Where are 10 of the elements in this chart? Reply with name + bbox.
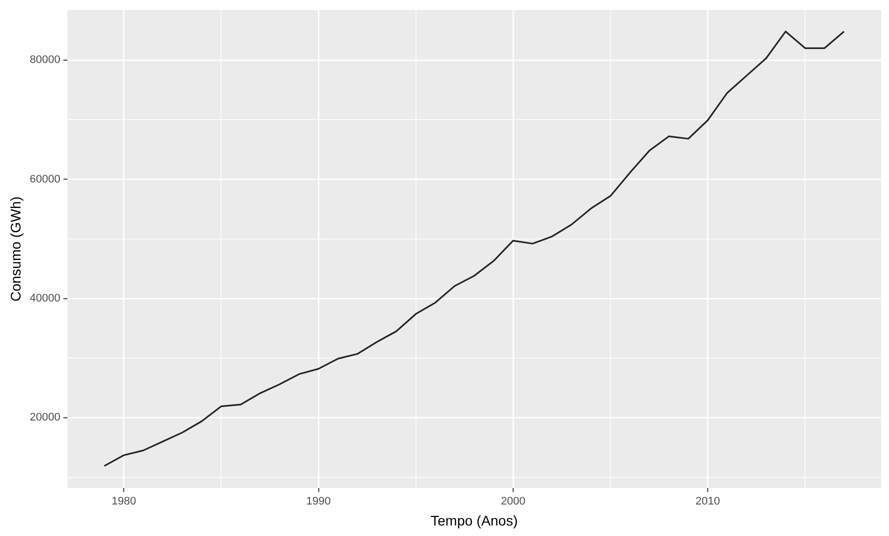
y-tick-label: 60000: [30, 173, 60, 186]
y-tick-label: 20000: [30, 412, 60, 424]
x-tick-label: 2000: [500, 496, 526, 508]
x-axis-title: Tempo (Anos): [430, 512, 518, 528]
x-tick-label: 1980: [112, 496, 136, 508]
y-tick-label: 80000: [30, 54, 60, 66]
y-tick-label: 40000: [30, 292, 60, 304]
x-tick-label: 1990: [306, 496, 331, 508]
y-axis-title: Consumo (GWh): [7, 196, 24, 302]
x-tick-label: 2010: [696, 496, 720, 508]
